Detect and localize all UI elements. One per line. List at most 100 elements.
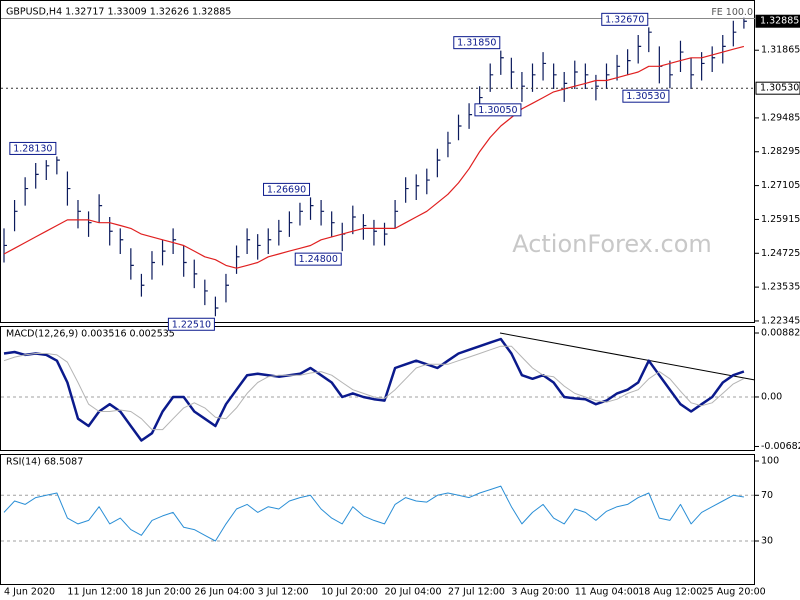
- price-bar: [415, 174, 420, 200]
- price-marker-label: 1.30530: [760, 83, 799, 94]
- price-bar: [373, 219, 377, 246]
- y-tick-label: 1.31865: [761, 45, 800, 56]
- price-bar: [595, 74, 599, 101]
- price-bar: [531, 63, 536, 92]
- macd-panel: [0, 326, 755, 451]
- x-tick-label: 3 Aug 20:00: [511, 587, 569, 598]
- trend-line: [499, 332, 756, 381]
- price-bar: [257, 234, 261, 260]
- moving-average: [3, 45, 745, 269]
- price-bar: [288, 211, 293, 237]
- price-bar: [151, 251, 155, 280]
- indicator-line: [3, 345, 745, 431]
- x-tick-label: 11 Jun 12:00: [67, 587, 127, 598]
- price-bar: [500, 50, 504, 75]
- y-tick-label: 1.22345: [761, 315, 800, 326]
- price-bar: [690, 57, 695, 90]
- price-bar: [405, 177, 409, 203]
- annotation-label: 1.28130: [13, 143, 52, 154]
- price-bar: [637, 35, 642, 64]
- price-bar: [140, 273, 145, 297]
- price-bar: [320, 199, 325, 226]
- macd-title: MACD(12,26,9) 0.003516 0.002535: [6, 329, 175, 340]
- annotation-box: [167, 317, 215, 331]
- price-bar: [732, 20, 737, 47]
- annotation-label: 1.31850: [457, 38, 496, 49]
- y-tick-label: 30: [761, 536, 773, 547]
- y-tick-label: 1.25915: [761, 214, 800, 225]
- y-tick-label: 1.28295: [761, 146, 800, 157]
- annotation-label: 1.30530: [626, 91, 665, 102]
- y-tick-label: 1.29485: [761, 112, 800, 123]
- fe-label: FE 100.0: [711, 7, 753, 18]
- price-bar: [616, 54, 621, 81]
- annotation-box: [622, 89, 670, 103]
- price-bar: [77, 199, 81, 229]
- annotation-label: 1.30050: [478, 105, 517, 116]
- price-bar: [309, 197, 314, 220]
- price-bar: [542, 52, 547, 81]
- annotation-label: 1.32670: [605, 14, 644, 25]
- price-bar: [45, 160, 50, 181]
- price-bar: [214, 296, 219, 317]
- price-bar: [447, 131, 451, 158]
- price-bar: [246, 228, 251, 254]
- y-tick-label: 0.00: [761, 391, 782, 402]
- price-bar: [394, 199, 399, 229]
- price-bar: [278, 219, 282, 246]
- x-tick-label: 4 Jun 2020: [4, 587, 55, 598]
- y-tick-label: 70: [761, 490, 773, 501]
- price-bar: [605, 63, 610, 90]
- y-tick-label: 0.008824: [761, 327, 800, 338]
- x-tick-label: 18 Aug 12:00: [638, 587, 702, 598]
- price-bar: [627, 49, 631, 75]
- price-bar: [553, 63, 557, 90]
- annotation-box: [601, 12, 649, 26]
- x-tick-label: 26 Jun 04:00: [194, 587, 254, 598]
- price-bar: [13, 199, 18, 232]
- annotation-box: [294, 252, 342, 266]
- price-bar: [204, 279, 208, 306]
- price-bar: [383, 222, 388, 246]
- price-bar: [172, 228, 177, 254]
- price-bar: [743, 17, 747, 29]
- price-marker: [755, 81, 800, 95]
- price-bar: [35, 162, 39, 189]
- rsi-title: RSI(14) 68.5087: [6, 457, 83, 468]
- x-tick-label: 11 Aug 04:00: [575, 587, 639, 598]
- price-bar: [648, 27, 652, 53]
- price-bar: [267, 228, 272, 254]
- annotation-box: [263, 182, 311, 196]
- price-bar: [701, 52, 705, 81]
- price-bar: [510, 57, 515, 90]
- price-bar: [3, 228, 7, 263]
- price-bar: [87, 211, 92, 237]
- price-bar: [352, 205, 356, 235]
- y-tick-label: 1.23535: [761, 282, 800, 293]
- price-bar: [109, 217, 113, 246]
- indicator-line: [3, 485, 744, 542]
- chart-title: GBPUSD,H4 1.32717 1.33009 1.32626 1.3288…: [6, 7, 231, 18]
- price-bar: [66, 171, 71, 206]
- y-tick-label: 1.24725: [761, 248, 800, 259]
- watermark: ActionForex.com: [512, 230, 712, 258]
- x-tick-label: 3 Jul 12:00: [258, 587, 309, 598]
- price-panel: [0, 0, 755, 323]
- y-tick-label: 1.27105: [761, 180, 800, 191]
- price-bar: [521, 71, 525, 102]
- x-tick-label: 20 Jul 04:00: [385, 587, 442, 598]
- price-bar: [130, 248, 134, 280]
- price-bar: [299, 202, 303, 226]
- price-bar: [193, 259, 198, 289]
- price-bar: [584, 63, 589, 90]
- price-bar: [235, 245, 240, 274]
- price-bar: [722, 35, 726, 64]
- price-bar: [56, 156, 60, 175]
- price-bar: [563, 71, 568, 102]
- price-bar: [457, 114, 462, 141]
- annotation-label: 1.22510: [172, 319, 211, 330]
- annotation-label: 1.24800: [299, 254, 338, 265]
- price-bar: [98, 194, 103, 223]
- price-bar: [436, 148, 441, 178]
